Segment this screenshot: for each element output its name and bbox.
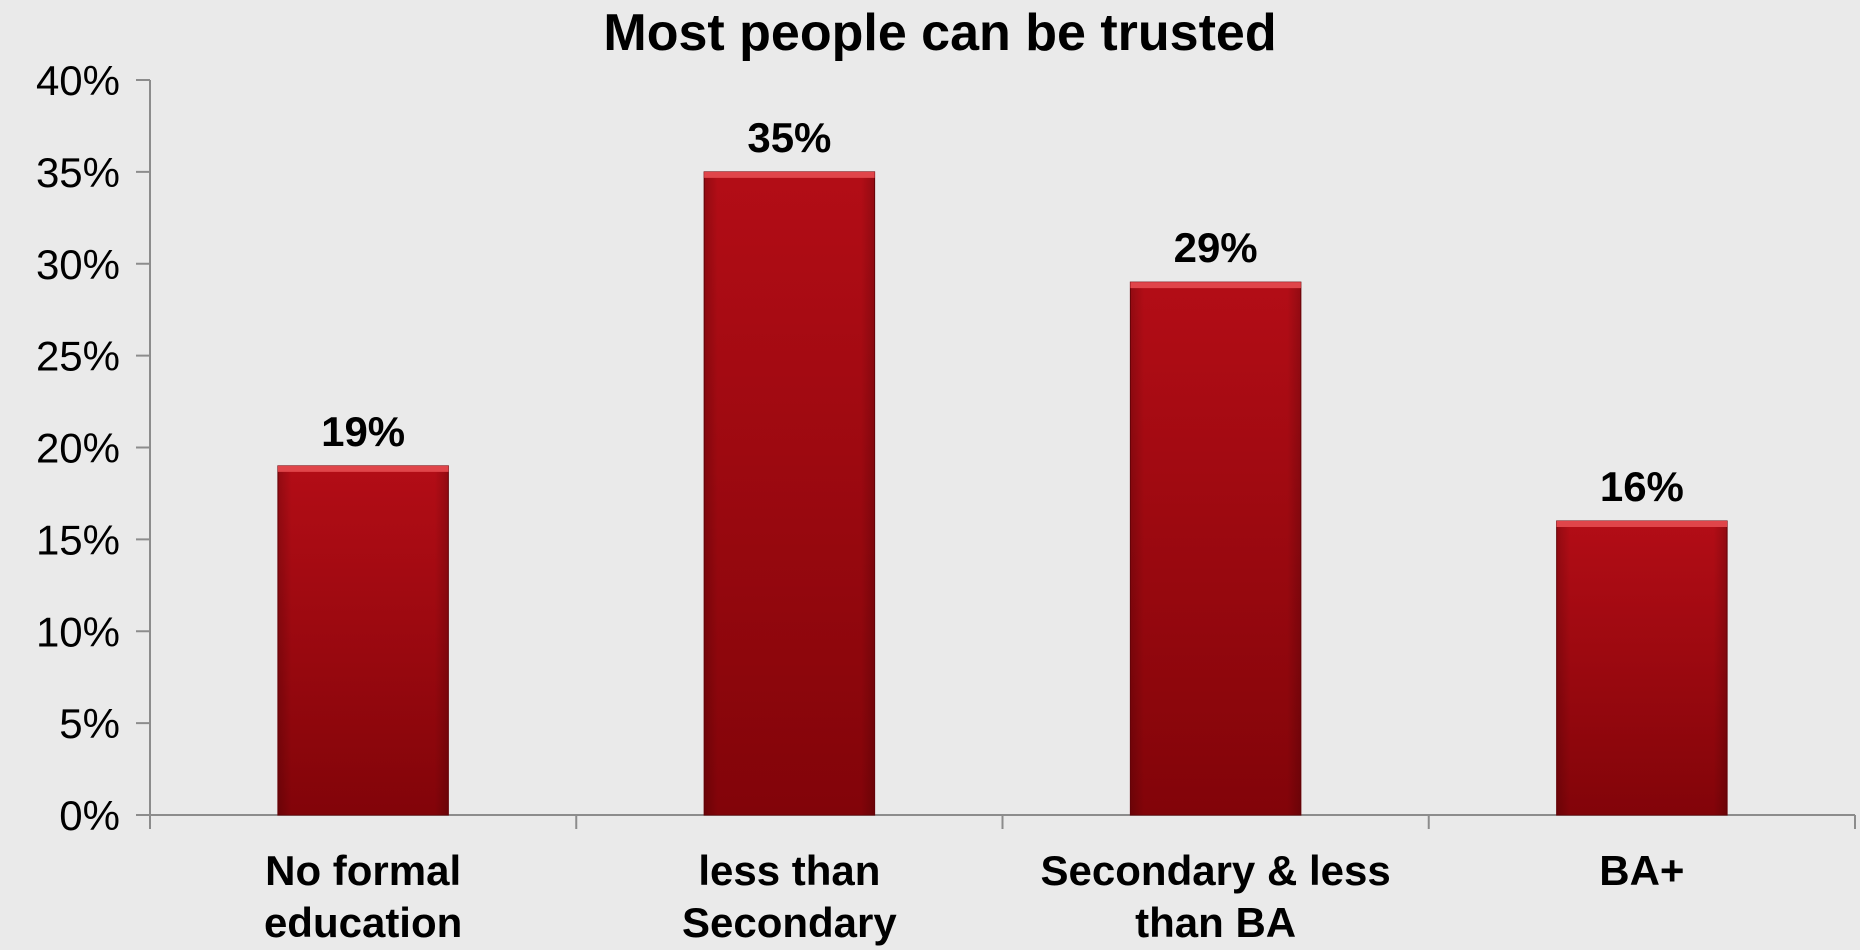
x-category-label-line: education	[264, 899, 462, 946]
x-category-label-line: Secondary & less	[1041, 847, 1391, 894]
x-category-label: less than Secondary	[682, 847, 897, 946]
y-tick-label: 20%	[36, 425, 120, 472]
data-label: 19%	[321, 408, 405, 455]
y-tick-label: 15%	[36, 516, 120, 563]
bar-top-highlight	[277, 465, 449, 472]
data-labels: 19% 35% 29% 16%	[321, 114, 1684, 510]
bar-shading	[1556, 521, 1728, 815]
bar-shading	[1130, 282, 1301, 815]
y-tick-label: 30%	[36, 241, 120, 288]
x-category-label-line: Secondary	[682, 899, 897, 946]
x-axis-labels: No formal education less than Secondary Seco…	[264, 847, 1685, 946]
y-tick-label: 40%	[36, 57, 120, 104]
bar-shading	[277, 465, 449, 815]
y-tick-label: 0%	[59, 792, 120, 839]
x-category-label: BA+	[1599, 847, 1684, 894]
x-category-label-line: No formal	[265, 847, 461, 894]
y-axis-labels: 0% 5% 10% 15% 20% 25% 30% 35% 40%	[36, 57, 120, 839]
bars	[277, 171, 1728, 816]
y-tick-label: 10%	[36, 608, 120, 655]
x-category-label: No formal education	[264, 847, 462, 946]
data-label: 29%	[1174, 224, 1258, 271]
data-label: 16%	[1600, 463, 1684, 510]
x-category-label-line: BA+	[1599, 847, 1684, 894]
data-label: 35%	[747, 114, 831, 161]
y-tick-label: 25%	[36, 333, 120, 380]
x-category-label: Secondary & less than BA	[1041, 847, 1391, 946]
bar-top-highlight	[704, 171, 875, 178]
bar-top-highlight	[1130, 282, 1301, 289]
bar-shading	[704, 171, 875, 815]
chart-title: Most people can be trusted	[603, 4, 1276, 62]
y-tick-label: 5%	[59, 700, 120, 747]
x-category-label-line: less than	[698, 847, 880, 894]
x-category-label-line: than BA	[1135, 899, 1296, 946]
y-tick-label: 35%	[36, 149, 120, 196]
bar-top-highlight	[1556, 521, 1728, 527]
